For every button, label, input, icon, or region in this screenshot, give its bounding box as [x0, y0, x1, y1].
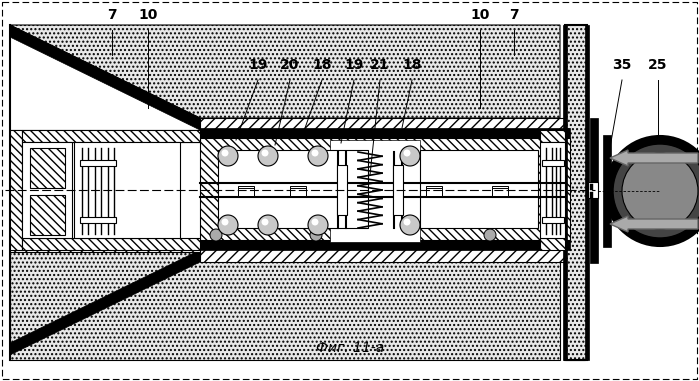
Bar [590, 184, 593, 190]
Circle shape [312, 149, 319, 157]
Bar [542, 160, 564, 166]
Bar [565, 25, 585, 118]
Bar [540, 238, 565, 250]
Bar [540, 130, 565, 142]
Text: 20: 20 [280, 58, 300, 72]
Bar [290, 186, 306, 194]
Polygon shape [10, 25, 200, 130]
Circle shape [484, 229, 496, 241]
Bar [426, 188, 442, 196]
Bar [492, 188, 508, 196]
Bar [603, 135, 611, 247]
Circle shape [308, 215, 328, 235]
Circle shape [218, 215, 238, 235]
Bar [420, 150, 538, 228]
Bar [565, 250, 585, 360]
Circle shape [261, 149, 268, 157]
Circle shape [403, 149, 410, 157]
Bar [542, 217, 564, 223]
Polygon shape [10, 250, 560, 360]
Bar [565, 25, 587, 360]
Polygon shape [610, 216, 698, 232]
Bar [337, 165, 347, 215]
Polygon shape [610, 150, 698, 166]
Circle shape [400, 215, 420, 235]
Bar [30, 148, 65, 188]
Text: 35: 35 [612, 58, 632, 72]
Bar [10, 240, 200, 252]
Text: 19: 19 [248, 58, 268, 72]
Text: 21: 21 [370, 58, 390, 72]
Bar [590, 118, 598, 263]
Text: 18: 18 [312, 58, 332, 72]
Circle shape [403, 218, 410, 226]
Bar [10, 130, 22, 250]
Bar [238, 186, 254, 194]
Bar [426, 186, 442, 194]
Circle shape [258, 215, 278, 235]
Bar [22, 238, 200, 250]
Bar [80, 217, 116, 223]
Circle shape [400, 146, 420, 166]
Circle shape [622, 153, 698, 229]
Text: 25: 25 [648, 58, 668, 72]
Circle shape [310, 229, 322, 241]
Bar [540, 142, 565, 238]
Text: 19: 19 [345, 58, 363, 72]
Circle shape [308, 146, 328, 166]
Text: Фиг. 11-а: Фиг. 11-а [316, 341, 384, 355]
Circle shape [605, 136, 699, 246]
Circle shape [218, 146, 238, 166]
Bar [588, 182, 598, 198]
Polygon shape [10, 250, 200, 355]
Bar [492, 186, 508, 194]
Bar [238, 188, 254, 196]
Polygon shape [10, 25, 560, 118]
Bar [22, 142, 72, 238]
Circle shape [261, 218, 268, 226]
Bar [200, 118, 565, 132]
Bar [200, 128, 570, 138]
Bar [30, 195, 65, 235]
Bar [200, 248, 565, 262]
Text: 7: 7 [509, 8, 519, 22]
Text: 7: 7 [107, 8, 117, 22]
Circle shape [312, 218, 319, 226]
Bar [200, 138, 570, 240]
Bar [218, 150, 368, 228]
Bar [10, 130, 200, 142]
Bar [330, 140, 420, 242]
Text: 18: 18 [402, 58, 421, 72]
Bar [590, 192, 593, 198]
Bar [563, 25, 567, 360]
Text: 10: 10 [138, 8, 158, 22]
Circle shape [258, 146, 278, 166]
Bar [290, 188, 306, 196]
Bar [80, 160, 116, 166]
Circle shape [222, 149, 229, 157]
Bar [22, 130, 200, 142]
Bar [585, 25, 589, 360]
Text: 10: 10 [470, 8, 490, 22]
Bar [200, 240, 570, 250]
Circle shape [222, 218, 229, 226]
Bar [393, 165, 403, 215]
Circle shape [210, 229, 222, 241]
Bar [74, 142, 180, 238]
Circle shape [613, 144, 699, 238]
